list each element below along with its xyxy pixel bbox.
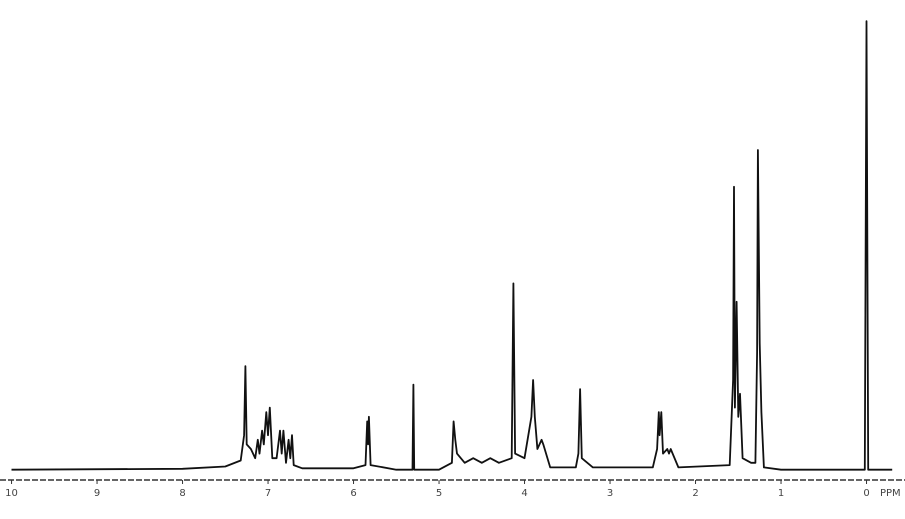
spectrum-line bbox=[11, 20, 893, 471]
x-tick-label: 2 bbox=[692, 488, 698, 499]
x-tick-label: 6 bbox=[350, 488, 356, 499]
x-tick-label: 8 bbox=[179, 488, 185, 499]
x-tick-label: 0 bbox=[863, 488, 869, 499]
x-tick-label: 4 bbox=[521, 488, 527, 499]
x-tick-label: 7 bbox=[265, 488, 271, 499]
x-tick-label: 3 bbox=[607, 488, 613, 499]
x-axis-title: PPM bbox=[880, 488, 901, 499]
x-tick-label: 1 bbox=[778, 488, 784, 499]
x-tick-label: 9 bbox=[94, 488, 100, 499]
x-tick-label: 10 bbox=[5, 488, 18, 499]
x-tick-label: 5 bbox=[436, 488, 442, 499]
